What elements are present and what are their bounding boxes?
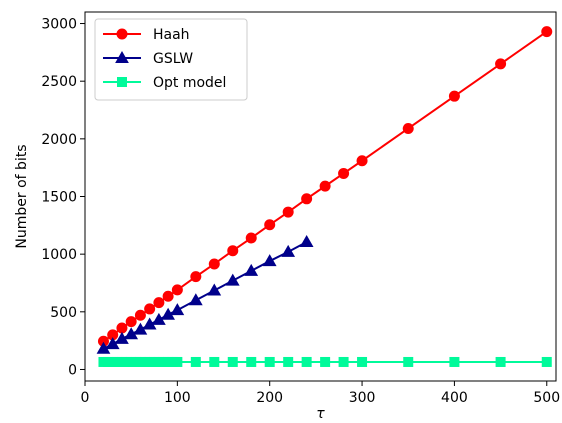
data-point <box>246 356 257 367</box>
data-point <box>225 273 240 286</box>
data-point <box>449 356 460 367</box>
legend-box <box>94 18 248 101</box>
legend-marker <box>117 77 127 87</box>
data-point <box>170 303 185 316</box>
x-axis-label: τ <box>316 406 325 422</box>
data-point <box>264 219 276 231</box>
data-point <box>301 356 312 367</box>
data-point <box>281 244 296 257</box>
data-point <box>403 356 414 367</box>
y-axis-label: Number of bits <box>14 144 30 248</box>
data-point <box>96 341 111 354</box>
y-tick-label: 2000 <box>41 132 77 148</box>
x-tick-label: 300 <box>349 390 376 406</box>
legend-item: Opt model <box>103 75 226 91</box>
data-point <box>134 309 146 321</box>
data-point <box>125 316 137 328</box>
data-point <box>116 322 128 334</box>
data-point <box>283 356 294 367</box>
legend-label: Opt model <box>153 75 226 91</box>
data-point <box>190 356 201 367</box>
data-point <box>264 356 275 367</box>
series-opt-model <box>98 356 552 367</box>
series-haah <box>97 26 553 347</box>
data-point <box>190 271 202 283</box>
data-point <box>172 356 183 367</box>
data-point <box>188 293 203 306</box>
legend: Haah GSLW Opt model <box>94 18 248 101</box>
legend-item: GSLW <box>103 50 193 67</box>
x-tick-label: 0 <box>81 390 90 406</box>
y-tick-label: 0 <box>68 362 77 378</box>
series-layer <box>96 26 553 367</box>
data-point <box>448 90 460 102</box>
data-point <box>162 290 174 302</box>
data-point <box>171 284 183 296</box>
data-point <box>153 297 165 309</box>
data-point <box>495 356 506 367</box>
series-gslw <box>96 235 314 354</box>
x-tick-label: 400 <box>441 390 468 406</box>
data-point <box>402 122 414 134</box>
legend-label: Haah <box>153 27 190 43</box>
legend-marker <box>116 28 128 40</box>
x-tick-label: 100 <box>164 390 191 406</box>
data-point <box>338 356 349 367</box>
y-tick-label: 3000 <box>41 17 77 33</box>
x-tick-label: 200 <box>256 390 283 406</box>
data-point <box>541 356 552 367</box>
data-point <box>142 317 157 330</box>
data-point <box>245 232 257 244</box>
data-point <box>282 206 294 218</box>
data-point <box>319 180 331 192</box>
y-tick-label: 1500 <box>41 190 77 206</box>
data-point <box>227 245 239 257</box>
x-tick-label: 500 <box>533 390 560 406</box>
data-point <box>115 331 129 344</box>
data-point <box>161 307 175 320</box>
data-point <box>244 263 259 276</box>
data-point <box>320 356 331 367</box>
data-point <box>124 327 139 340</box>
y-tick-label: 1000 <box>41 247 77 263</box>
data-point <box>301 193 313 205</box>
data-point <box>262 254 277 267</box>
y-tick-label: 500 <box>50 305 77 321</box>
data-point <box>299 235 314 248</box>
y-tick-label: 2500 <box>41 74 77 90</box>
data-point <box>209 356 220 367</box>
data-point <box>227 356 238 367</box>
data-point <box>208 258 220 270</box>
data-point <box>357 356 368 367</box>
data-point <box>495 58 507 70</box>
data-point <box>338 167 350 179</box>
y-axis: 0 500 1000 1500 2000 2500 3000 <box>41 17 85 378</box>
legend-marker <box>115 50 129 63</box>
data-point <box>144 303 156 315</box>
x-axis: 0 100 200 300 400 500 <box>81 381 560 406</box>
legend-label: GSLW <box>153 51 193 67</box>
data-point <box>207 283 222 296</box>
data-point <box>356 155 368 167</box>
legend-item: Haah <box>103 27 190 43</box>
data-point <box>541 26 553 38</box>
